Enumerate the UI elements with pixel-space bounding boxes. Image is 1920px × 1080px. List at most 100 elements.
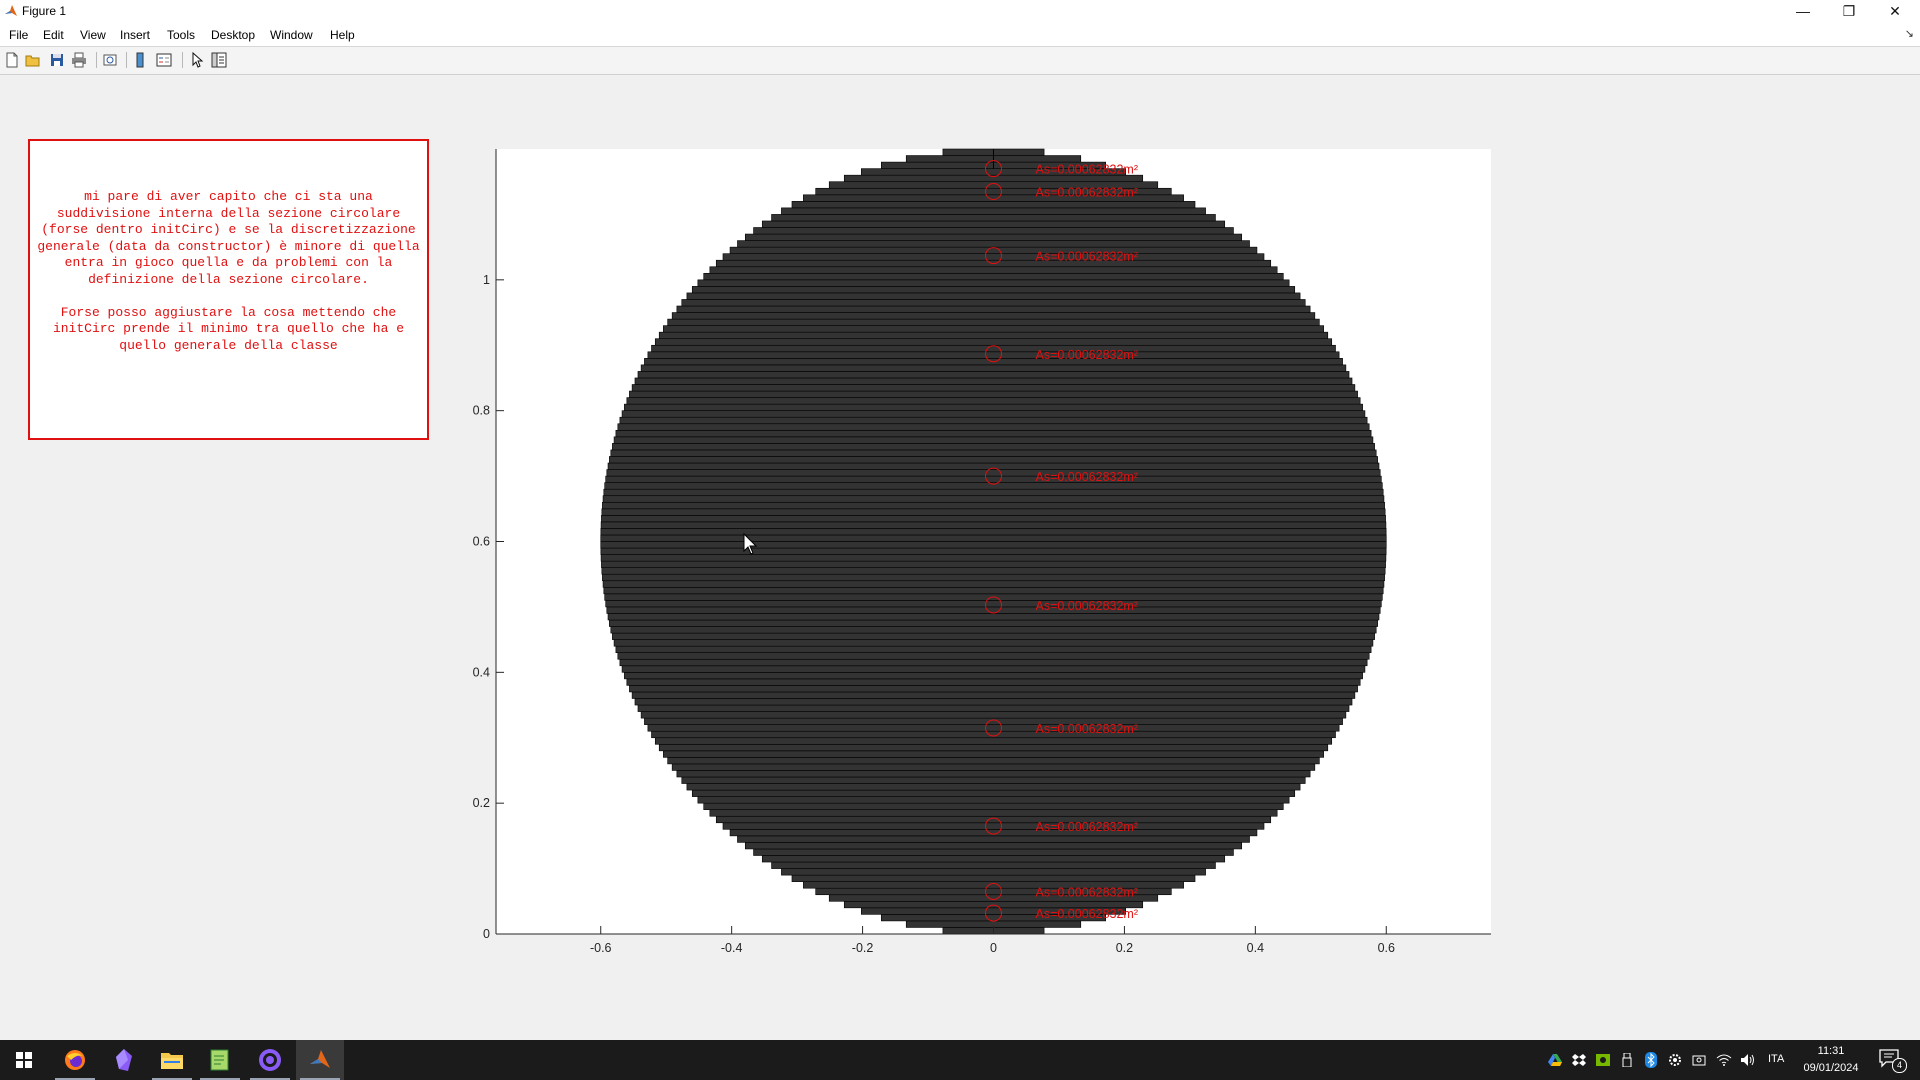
- menu-tools[interactable]: Tools: [167, 28, 196, 42]
- y-tick-label: 0.4: [473, 665, 490, 679]
- edit-plot-arrow-icon[interactable]: [188, 51, 206, 69]
- file-explorer-icon[interactable]: [148, 1040, 196, 1080]
- y-tick-label: 0.6: [473, 535, 490, 549]
- menu-desktop[interactable]: Desktop: [211, 28, 256, 42]
- section-strip: [600, 528, 1387, 536]
- section-strip: [605, 600, 1382, 608]
- section-strip: [601, 508, 1386, 516]
- section-strip: [709, 266, 1278, 274]
- window-title: Figure 1: [22, 4, 67, 18]
- section-strip: [676, 305, 1311, 313]
- bluetooth-icon[interactable]: [1643, 1052, 1659, 1068]
- restore-button[interactable]: ❐: [1842, 2, 1856, 19]
- firefox-icon[interactable]: [51, 1040, 99, 1080]
- volume-icon[interactable]: [1740, 1052, 1756, 1068]
- notification-center-icon[interactable]: 4: [1878, 1048, 1907, 1073]
- nvidia-icon[interactable]: [1595, 1052, 1611, 1068]
- section-strip: [663, 325, 1324, 333]
- section-strip: [771, 214, 1216, 222]
- dropbox-icon[interactable]: [1571, 1052, 1587, 1068]
- windows-start-icon[interactable]: [0, 1040, 48, 1080]
- section-strip: [600, 521, 1387, 529]
- x-tick-label: -0.6: [590, 941, 612, 955]
- menu-edit[interactable]: Edit: [43, 28, 64, 42]
- rebar-area-label: As=0.00062832m²: [1036, 470, 1139, 484]
- section-strip: [744, 233, 1243, 241]
- section-strip: [606, 469, 1381, 477]
- section-strip: [681, 776, 1306, 784]
- new-figure-icon[interactable]: [3, 51, 21, 69]
- x-tick-label: -0.2: [852, 941, 874, 955]
- section-strip: [697, 796, 1290, 804]
- usb-icon[interactable]: [1619, 1052, 1635, 1068]
- section-strip: [761, 220, 1226, 228]
- menu-file[interactable]: File: [9, 28, 29, 42]
- section-strip: [605, 475, 1382, 483]
- section-strip: [781, 868, 1206, 876]
- close-button[interactable]: ✕: [1889, 2, 1901, 19]
- settings-gear-icon[interactable]: [1667, 1052, 1683, 1068]
- google-drive-icon[interactable]: [1547, 1052, 1563, 1068]
- figure-axes[interactable]: As=0.00062832m² As=0.00062832m² As=0.00062…: [0, 0, 1920, 1040]
- minimize-button[interactable]: —: [1796, 3, 1810, 19]
- matlab-icon[interactable]: [296, 1040, 344, 1080]
- x-tick-label: 0.2: [1116, 941, 1133, 955]
- rebar-area-label: As=0.00062832m²: [1036, 163, 1139, 177]
- input-language[interactable]: ITA: [1768, 1053, 1785, 1065]
- notepad-plus-icon[interactable]: [196, 1040, 244, 1080]
- menu-insert[interactable]: Insert: [120, 28, 151, 42]
- section-strip: [651, 730, 1336, 739]
- rebar-marker: [985, 596, 1002, 614]
- menu-help[interactable]: Help: [330, 28, 355, 42]
- section-strip: [654, 338, 1333, 346]
- section-strip: [637, 371, 1350, 379]
- section-strip: [640, 364, 1347, 372]
- save-icon[interactable]: [48, 51, 66, 69]
- taskbar-clock[interactable]: 11:31 09/01/2024: [1786, 1043, 1876, 1077]
- link-plot-icon[interactable]: [101, 51, 119, 69]
- undock-icon[interactable]: ↘: [1904, 28, 1914, 40]
- section-strip: [602, 580, 1385, 588]
- section-strip: [691, 789, 1296, 797]
- wifi-icon[interactable]: [1716, 1052, 1732, 1068]
- section-strip: [626, 678, 1361, 686]
- section-strip: [647, 351, 1340, 359]
- rebar-area-label: As=0.00062832m²: [1036, 907, 1139, 921]
- annotation-textbox[interactable]: mi pare di aver capito che ci sta una su…: [28, 139, 429, 440]
- menu-view[interactable]: View: [80, 28, 106, 42]
- rebar-area-label: As=0.00062832m²: [1036, 722, 1139, 736]
- camera-icon[interactable]: [1691, 1052, 1707, 1068]
- rebar-area-label: As=0.00062832m²: [1036, 820, 1139, 834]
- x-tick-label: 0.4: [1247, 941, 1264, 955]
- section-strip: [612, 443, 1375, 451]
- section-strip: [737, 240, 1250, 248]
- section-strip: [753, 227, 1234, 235]
- menu-window[interactable]: Window: [270, 28, 313, 42]
- section-strip: [791, 201, 1196, 209]
- github-desktop-icon[interactable]: [246, 1040, 294, 1080]
- section-strip: [634, 698, 1353, 706]
- open-file-icon[interactable]: [24, 51, 42, 69]
- property-inspector-icon[interactable]: [210, 51, 228, 69]
- section-strip: [644, 717, 1343, 725]
- insert-legend-icon[interactable]: [155, 51, 173, 69]
- mouse-cursor-icon: [743, 532, 758, 555]
- insert-colorbar-icon[interactable]: [131, 51, 149, 69]
- print-icon[interactable]: [70, 51, 88, 69]
- obsidian-icon[interactable]: [100, 1040, 148, 1080]
- section-strip: [753, 848, 1234, 856]
- section-strip: [602, 573, 1385, 582]
- y-tick-label: 0.8: [473, 404, 490, 418]
- rebar-marker: [985, 817, 1002, 835]
- section-strip: [663, 750, 1324, 758]
- section-strip: [631, 384, 1356, 392]
- clock-time: 11:31: [1817, 1045, 1845, 1057]
- section-strip: [626, 397, 1361, 405]
- section-strip: [609, 456, 1378, 464]
- section-strip: [603, 586, 1384, 595]
- rebar-marker: [985, 160, 1002, 178]
- rebar-area-label: As=0.00062832m²: [1036, 250, 1139, 264]
- section-strip: [658, 743, 1329, 752]
- section-strip: [791, 874, 1196, 882]
- section-strip: [615, 429, 1372, 438]
